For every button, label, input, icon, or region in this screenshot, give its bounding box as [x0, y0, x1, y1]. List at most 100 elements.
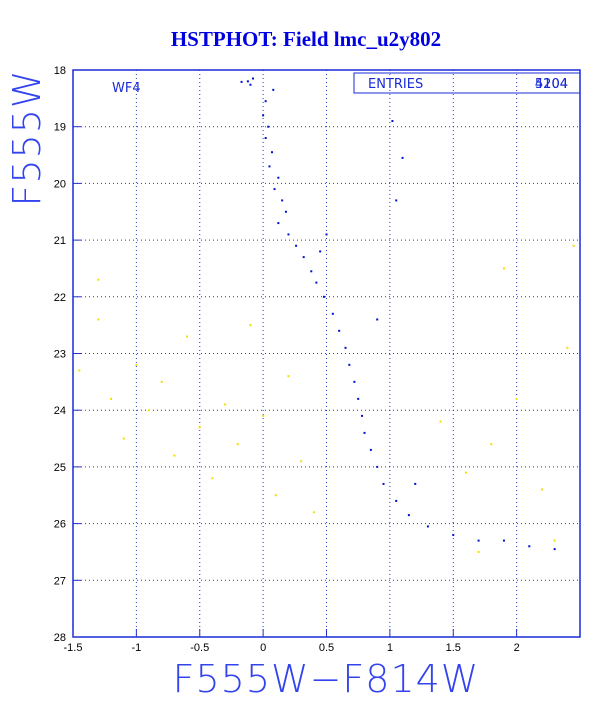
data-point-secondary — [211, 477, 214, 480]
y-tick-label: 26 — [54, 519, 66, 531]
x-tick-label: 1.5 — [446, 642, 461, 654]
data-point-secondary — [97, 278, 100, 281]
y-axis-label: F555W — [5, 70, 49, 207]
stats-entries-label: ENTRIES — [368, 77, 423, 92]
x-tick-label: -1 — [131, 642, 141, 654]
data-point — [348, 363, 351, 366]
x-tick-label: 1 — [387, 642, 393, 654]
y-tick-label: 23 — [54, 349, 66, 361]
data-point — [363, 431, 366, 434]
x-tick-label: -1.5 — [64, 642, 83, 654]
x-axis-label: F555W−F814W — [173, 657, 480, 701]
data-point-secondary — [236, 443, 239, 446]
data-point — [302, 256, 305, 259]
data-point — [240, 80, 243, 83]
data-point — [281, 199, 284, 202]
y-tick-label: 25 — [54, 462, 66, 474]
data-point — [452, 533, 455, 536]
data-point — [376, 318, 379, 321]
stats-entries-value-overprint: 5104 — [535, 77, 568, 92]
data-point — [268, 165, 271, 168]
data-point — [391, 120, 394, 123]
grid — [73, 70, 580, 637]
data-point — [553, 548, 556, 551]
data-point-secondary — [224, 403, 227, 406]
data-point — [407, 514, 410, 517]
data-point-secondary — [198, 426, 201, 429]
data-point — [272, 88, 275, 91]
data-point-secondary — [148, 409, 151, 412]
data-point-secondary — [262, 414, 265, 417]
data-point — [376, 465, 379, 468]
data-point — [322, 295, 325, 298]
data-point — [395, 199, 398, 202]
data-point-secondary — [515, 397, 518, 400]
x-tick-label: -0.5 — [190, 642, 209, 654]
data-point-secondary — [502, 267, 505, 270]
data-point — [264, 100, 267, 103]
y-tick-label: 24 — [54, 405, 66, 417]
data-point-secondary — [160, 380, 163, 383]
data-point — [310, 270, 313, 273]
data-point — [287, 233, 290, 236]
x-tick-label: 0 — [260, 642, 266, 654]
data-point — [264, 137, 267, 140]
data-point-secondary — [439, 420, 442, 423]
data-point — [284, 210, 287, 213]
data-point-secondary — [97, 318, 100, 321]
y-tick-label: 18 — [54, 65, 66, 77]
data-point — [319, 250, 322, 253]
data-point-secondary — [312, 511, 315, 514]
data-point — [344, 346, 347, 349]
data-point-secondary — [122, 437, 125, 440]
data-point — [528, 545, 531, 548]
data-point-secondary — [78, 369, 81, 372]
data-point — [414, 482, 417, 485]
data-point — [273, 188, 276, 191]
ticks: -1.5 -1 -0.5 0 0.5 1 1.5 2 18 19 20 21 22 23 24 25 26 27 2… — [54, 65, 520, 654]
data-point — [401, 156, 404, 159]
data-point-secondary — [553, 539, 556, 542]
y-tick-label: 27 — [54, 575, 66, 587]
data-point — [360, 414, 363, 417]
data-point-secondary — [464, 471, 467, 474]
y-tick-label: 28 — [54, 632, 66, 644]
data-point — [277, 222, 280, 225]
data-point — [246, 80, 249, 83]
data-point — [295, 244, 298, 247]
data-point — [502, 539, 505, 542]
data-point — [249, 83, 252, 86]
data-point-secondary — [249, 324, 252, 327]
data-point — [477, 539, 480, 542]
stats-box-frame — [353, 72, 581, 94]
data-point-secondary — [572, 244, 575, 247]
panel-label: WF4 — [112, 81, 141, 96]
data-point — [426, 525, 429, 528]
data-point-secondary — [287, 375, 290, 378]
chart-title: HSTPHOT: Field lmc_u2y802 — [171, 27, 441, 51]
y-tick-label: 20 — [54, 178, 66, 190]
data-point — [331, 312, 334, 315]
data-point-secondary — [490, 443, 493, 446]
data-point-secondary — [540, 488, 543, 491]
data-point-secondary — [477, 550, 480, 553]
stats-box: ENTRIES 4204 5104 — [353, 72, 581, 94]
series-secondary-points — [78, 244, 575, 553]
data-point — [369, 448, 372, 451]
data-point-secondary — [135, 363, 138, 366]
data-point — [395, 499, 398, 502]
data-point-secondary — [566, 346, 569, 349]
data-point — [338, 329, 341, 332]
data-point-secondary — [300, 460, 303, 463]
stats-entries-value: 4204 — [535, 77, 568, 92]
data-point — [325, 233, 328, 236]
y-tick-label: 19 — [54, 122, 66, 134]
data-point — [382, 482, 385, 485]
data-point — [262, 114, 265, 117]
data-point-secondary — [110, 397, 113, 400]
data-point — [270, 151, 273, 154]
data-point — [357, 397, 360, 400]
data-point — [315, 281, 318, 284]
series-main-points — [240, 77, 556, 551]
